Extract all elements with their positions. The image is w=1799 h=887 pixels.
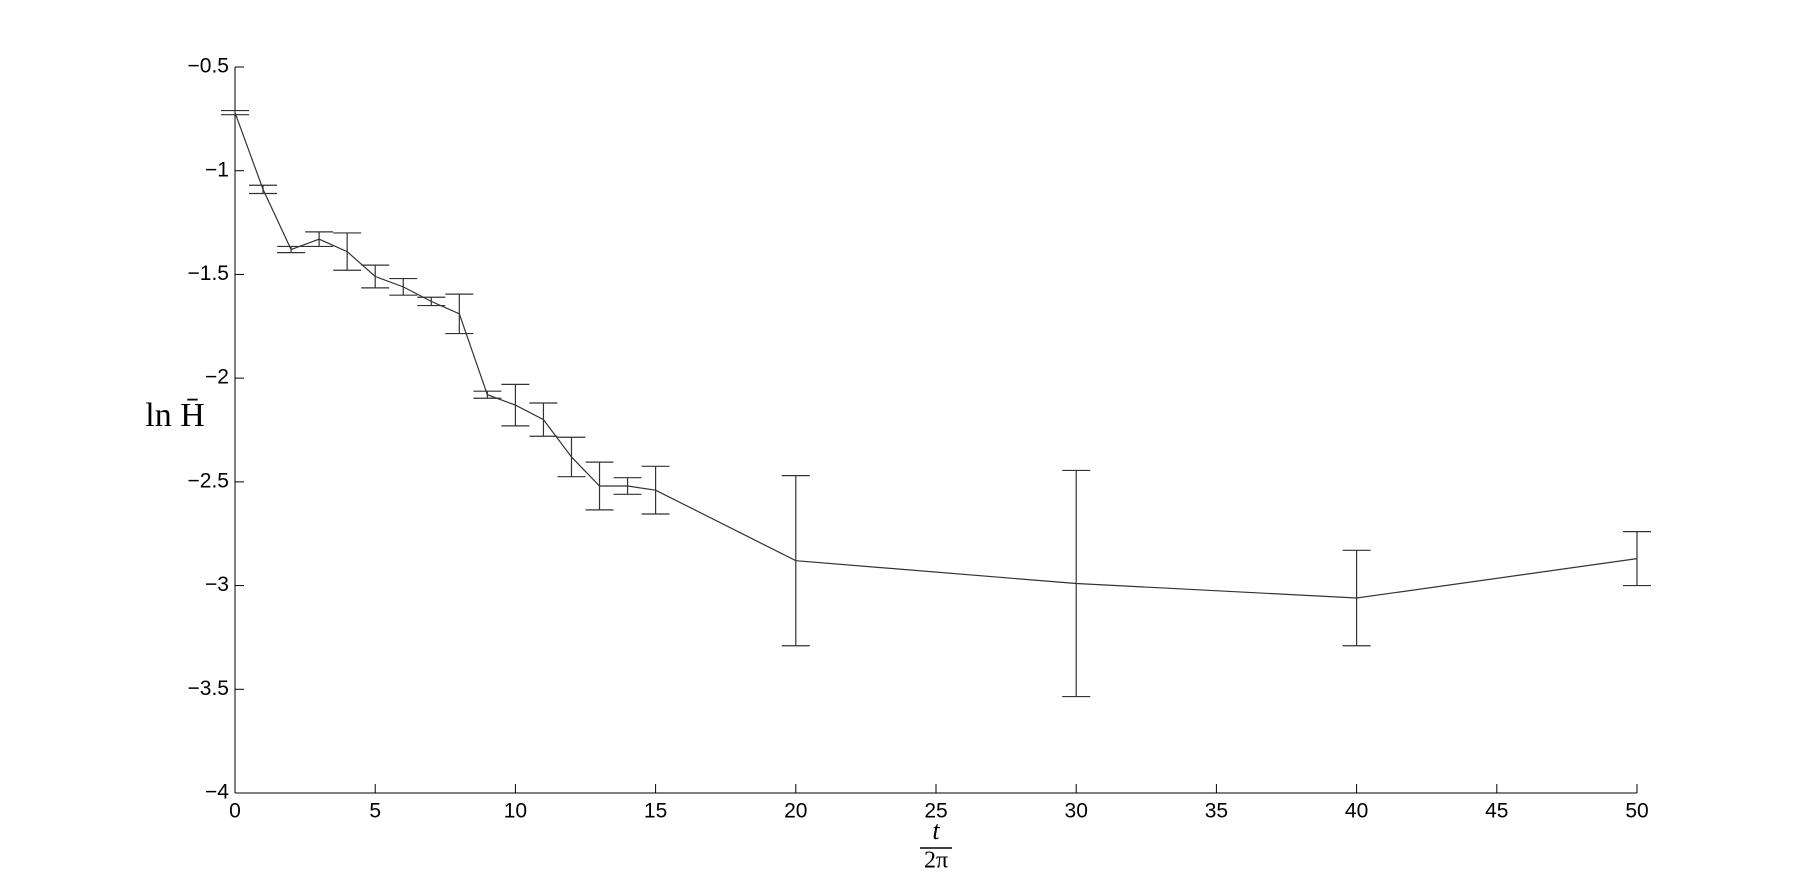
x-tick-label: 5	[369, 800, 381, 823]
error-bar	[333, 232, 362, 271]
error-bar	[221, 109, 249, 116]
y-tick-label: −2.5	[188, 469, 229, 492]
error-bar	[445, 293, 474, 335]
y-tick-label: −1.5	[188, 262, 229, 285]
x-tick-label: 35	[1205, 800, 1228, 823]
error-bar	[641, 465, 670, 515]
y-tick-label: −3.5	[188, 677, 229, 700]
error-bar	[781, 475, 810, 647]
error-bar	[417, 296, 446, 307]
y-tick-label: −3	[205, 573, 229, 596]
y-axis-label: ln H̄	[145, 397, 205, 434]
error-bar	[529, 402, 558, 437]
y-tick-label: −4	[205, 781, 229, 804]
x-axis-label-denominator: 2π	[924, 848, 948, 874]
error-bar	[585, 461, 614, 511]
x-axis-label-numerator: t	[932, 816, 940, 845]
x-tick-label: 0	[229, 800, 241, 823]
error-bar	[277, 245, 306, 254]
x-tick-label: 25	[924, 800, 947, 823]
x-tick-label: 30	[1065, 800, 1088, 823]
error-bar	[613, 477, 642, 495]
x-tick-label: 50	[1625, 800, 1648, 823]
error-bar	[361, 264, 390, 289]
error-bar	[305, 231, 334, 248]
error-bar	[473, 390, 502, 399]
error-bar	[1623, 531, 1651, 587]
error-bar	[501, 383, 530, 427]
y-tick-label: −1	[205, 158, 229, 181]
error-bar	[249, 184, 278, 195]
y-tick-label: −0.5	[188, 55, 229, 78]
x-tick-label: 45	[1485, 800, 1508, 823]
x-tick-label: 15	[644, 800, 667, 823]
error-bar	[389, 277, 418, 296]
x-tick-label: 10	[504, 800, 527, 823]
error-bar	[557, 436, 586, 478]
x-tick-label: 20	[784, 800, 807, 823]
x-tick-label: 40	[1345, 800, 1368, 823]
y-tick-label: −2	[205, 366, 229, 389]
error-bar	[1062, 469, 1091, 698]
data-line	[234, 112, 1638, 599]
error-bar	[1342, 549, 1371, 647]
